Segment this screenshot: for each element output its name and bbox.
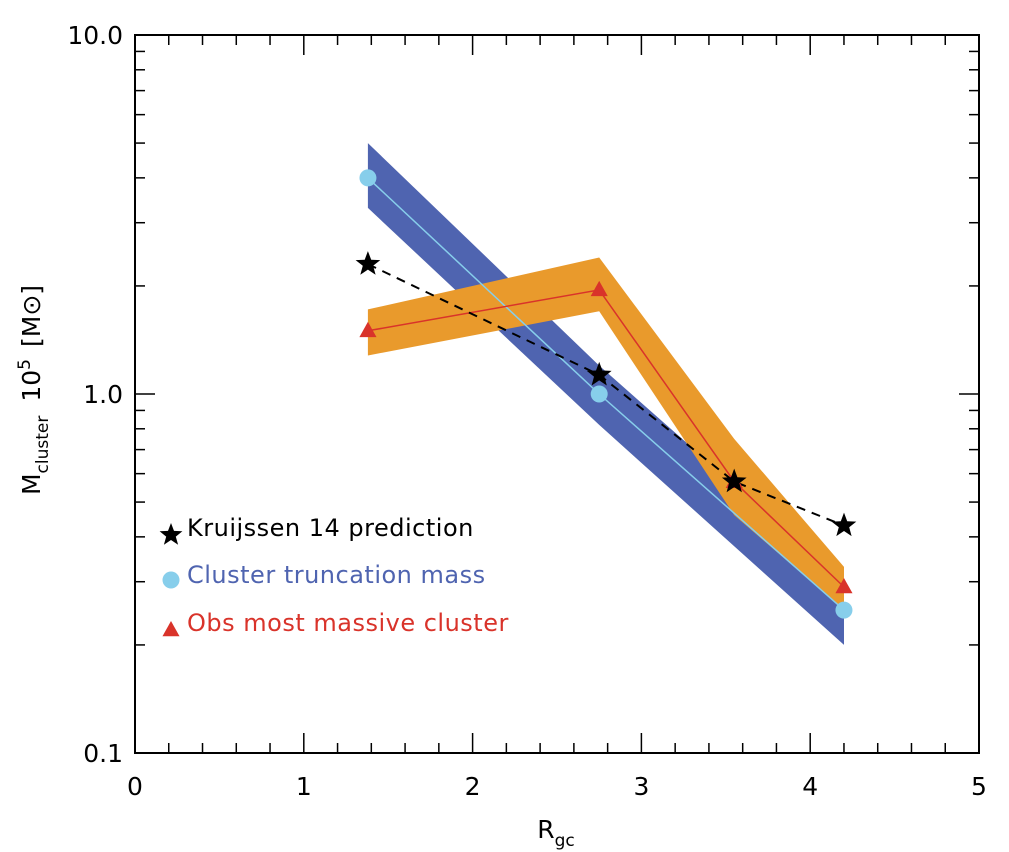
x-tick-label: 4	[802, 772, 818, 801]
x-tick-label: 2	[465, 772, 481, 801]
x-axis-label: Rgc	[537, 815, 575, 851]
legend-item-obs: Obs most massive cluster	[162, 609, 508, 637]
data-point-circle	[590, 385, 608, 403]
x-tick-label: 3	[633, 772, 649, 801]
plot-frame	[134, 34, 980, 754]
axis-ticks	[134, 34, 980, 754]
data-point-triangle	[590, 280, 608, 297]
y-tick-label: 1.0	[83, 380, 123, 409]
series-markers	[355, 169, 857, 619]
legend-item-truncation: Cluster truncation mass	[162, 561, 486, 589]
data-point-circle	[359, 169, 377, 187]
data-point-star	[721, 468, 747, 493]
y-tick-label: 0.1	[83, 739, 123, 768]
series-line-star	[367, 263, 845, 527]
legend-label-kruijssen: Kruijssen 14 prediction	[187, 514, 474, 542]
x-tick-label: 0	[127, 772, 143, 801]
data-point-circle	[835, 601, 853, 619]
legend-label-truncation: Cluster truncation mass	[187, 561, 486, 589]
data-point-triangle	[835, 577, 853, 594]
x-tick-label: 1	[296, 772, 312, 801]
legend-marker-star	[159, 523, 183, 545]
data-point-star	[831, 512, 857, 537]
axis-tick-labels: 0 1 2 3 4 5 0.1 1.0 10.0	[67, 21, 987, 801]
series-line-triangle	[367, 289, 845, 588]
legend-item-kruijssen: Kruijssen 14 prediction	[159, 514, 474, 545]
legend-marker-circle	[162, 571, 180, 589]
legend-label-obs: Obs most massive cluster	[187, 609, 509, 637]
data-point-star	[355, 251, 381, 275]
data-point-triangle	[359, 321, 377, 338]
data-point-star	[586, 361, 612, 386]
legend: Kruijssen 14 prediction Cluster truncati…	[159, 514, 508, 637]
x-tick-label: 5	[971, 772, 987, 801]
y-axis-label: Mcluster105[M⊙]	[15, 285, 53, 495]
y-tick-label: 10.0	[67, 21, 123, 50]
legend-marker-triangle	[162, 621, 180, 637]
